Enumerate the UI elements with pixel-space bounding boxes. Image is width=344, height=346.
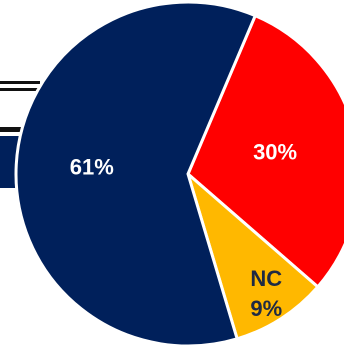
pie-slices xyxy=(14,0,344,346)
background-line-bottom xyxy=(0,88,40,91)
slice-value-label-1: 9% xyxy=(250,296,282,321)
pie-labels: 30% NC 9% 61% xyxy=(70,140,297,322)
slice-value-label-0: 30% xyxy=(253,140,297,165)
slice-category-label-1: NC xyxy=(250,266,282,291)
background-line-top xyxy=(0,81,40,84)
pie-slice-1 xyxy=(185,169,320,341)
background-thin-line xyxy=(0,127,25,132)
pie-slice-2 xyxy=(14,0,258,346)
slice-value-label-2: 61% xyxy=(70,154,114,179)
